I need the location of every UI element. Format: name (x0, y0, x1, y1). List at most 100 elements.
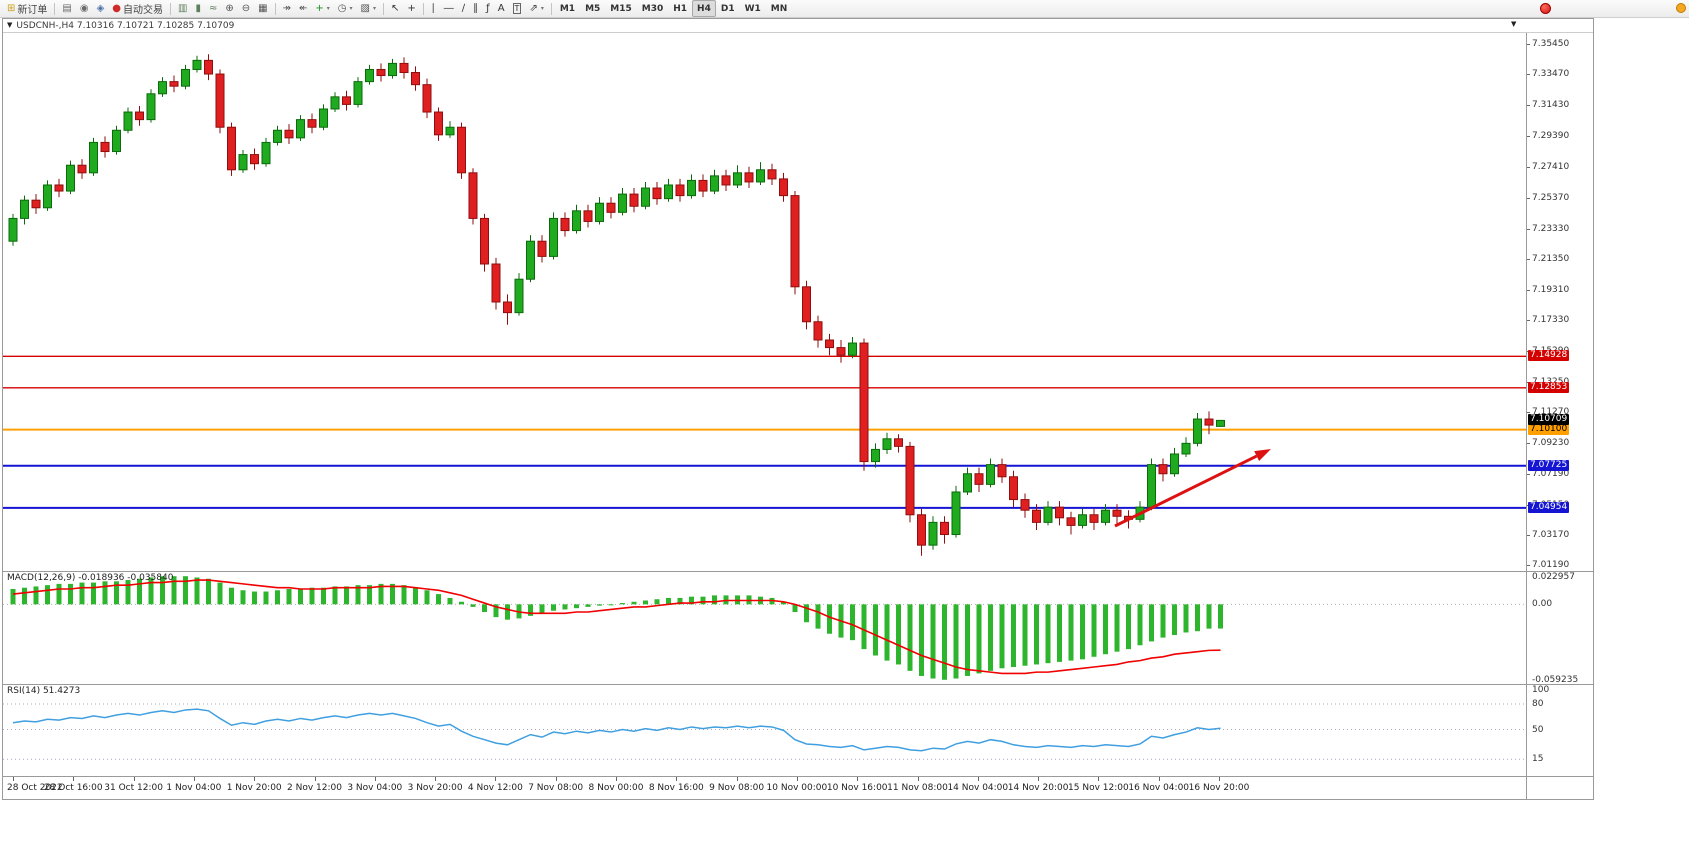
macd-bar (286, 588, 292, 605)
zoom-out-icon[interactable]: ⊖ (238, 0, 254, 17)
timeframe-h1-label: H1 (673, 3, 688, 14)
tile-windows-icon[interactable]: ▦ (254, 0, 271, 17)
chart-window: ▼ USDCNH-,H4 7.10316 7.10721 7.10285 7.1… (2, 18, 1594, 800)
alert-icon[interactable] (1676, 3, 1686, 13)
time-tick-label: 4 Nov 12:00 (467, 783, 523, 793)
macd-bar (1045, 604, 1051, 664)
candle-body (1216, 419, 1225, 427)
toolbar-items: ⊞ 新订单 ▤ ◉ ◈ ● 自动交易 ▥ ▮ ≈ ⊕ ⊖ ▦ ↠ ↞ + ▾ ◷ ▾ ▧ ▾ ↖ + ∣ ― ∕ ∥ ƒ A T ⇗ ▾ M1 M… (3, 0, 792, 17)
candle-body (1066, 517, 1076, 526)
line-chart-icon[interactable]: ≈ (205, 0, 221, 17)
rsi-plot[interactable]: RSI(14) 51.4273 (3, 685, 1526, 776)
timeframe-m1[interactable]: M1 (555, 0, 580, 17)
price-tick-mark (1527, 197, 1530, 199)
time-axis[interactable]: 28 Oct 2022 28 Oct 16:00 31 Oct 12:00 1 Nov… (3, 777, 1593, 799)
notifications-icon[interactable] (1540, 3, 1551, 14)
candle-body (928, 521, 938, 546)
macd-bar (953, 604, 959, 679)
label-icon[interactable]: T (509, 0, 526, 17)
chart-shift-icon[interactable]: ↞ (295, 0, 311, 17)
macd-bar (447, 597, 453, 605)
candle-body (744, 172, 754, 183)
candle-body (1020, 499, 1030, 511)
macd-bar (344, 586, 349, 605)
macd-bar (1183, 604, 1189, 633)
price-chart-pane: 7.35450 7.33470 7.31430 7.29390 7.27410 7.253… (3, 33, 1593, 572)
candle-body (77, 164, 87, 174)
indicators-icon[interactable]: + ▾ (311, 0, 333, 17)
metaeditor-icon[interactable]: ▤ (58, 0, 75, 17)
market-icon[interactable]: ◈ (93, 0, 109, 17)
text-icon[interactable]: A (494, 0, 509, 17)
price-plot[interactable] (3, 33, 1526, 571)
trend-arrow-line[interactable] (1114, 454, 1258, 528)
macd-bar (528, 604, 533, 616)
macd-bar (804, 604, 809, 623)
time-tick-label: 16 Nov 04:00 (1128, 783, 1190, 793)
candle-body (227, 126, 236, 171)
candle-body (376, 68, 386, 77)
macd-bar (114, 581, 119, 605)
cursor-icon[interactable]: ↖ (387, 0, 403, 17)
timeframe-h1[interactable]: H1 (668, 0, 692, 17)
line-chart-icon-glyph: ≈ (208, 2, 218, 14)
time-tick-mark (133, 777, 135, 781)
time-tick-mark (796, 777, 798, 781)
macd-bar (183, 576, 188, 605)
macd-bar (33, 586, 39, 605)
candle-body (641, 187, 650, 207)
vertical-line-icon[interactable]: ∣ (427, 0, 440, 17)
trendline-icon[interactable]: ∕ (458, 0, 469, 17)
metaeditor-icon-glyph: ▤ (62, 2, 72, 14)
timeframe-h4[interactable]: H4 (692, 0, 716, 17)
fibonacci-icon[interactable]: ƒ (482, 0, 494, 17)
macd-bar (413, 587, 418, 605)
equidistant-channel-icon[interactable]: ∥ (469, 0, 482, 17)
candle-body (687, 179, 696, 197)
price-badge: 7.10709 (1528, 414, 1570, 426)
candle-body (66, 164, 75, 192)
candle-body (169, 81, 179, 87)
macd-bar (263, 591, 269, 605)
timeframe-w1[interactable]: W1 (740, 0, 766, 17)
timeframe-w1-label: W1 (744, 3, 761, 14)
autotrading-button[interactable]: ● 自动交易 (108, 0, 167, 17)
macd-chart (3, 576, 1526, 680)
new-order-button[interactable]: ⊞ 新订单 (3, 0, 51, 17)
horizontal-line-icon[interactable]: ― (440, 0, 458, 17)
price-tick-label: 7.23330 (1532, 223, 1570, 234)
candlestick-chart-icon[interactable]: ▮ (191, 0, 205, 17)
trend-arrow-head[interactable] (1254, 449, 1271, 462)
symbol-dropdown-icon[interactable]: ▼ (7, 21, 13, 29)
templates-icon[interactable]: ▧ ▾ (357, 0, 380, 17)
timeframe-d1[interactable]: D1 (716, 0, 740, 17)
macd-bar (229, 587, 234, 605)
crosshair-icon[interactable]: + (403, 0, 419, 17)
candle-body (1112, 509, 1122, 517)
macd-bar (1022, 604, 1028, 666)
timeframe-m30[interactable]: M30 (637, 0, 668, 17)
candle-body (491, 263, 501, 303)
macd-pane: MACD(12,26,9) -0.018936 -0.035840 0.0229… (3, 572, 1593, 685)
macd-bar (861, 604, 867, 650)
timeframe-m5[interactable]: M5 (580, 0, 605, 17)
macd-bar (206, 578, 211, 605)
bar-chart-icon[interactable]: ▥ (174, 0, 191, 17)
toolbar: ⊞ 新订单 ▤ ◉ ◈ ● 自动交易 ▥ ▮ ≈ ⊕ ⊖ ▦ ↠ ↞ + ▾ ◷ ▾ ▧ ▾ ↖ + ∣ ― ∕ ∥ ƒ A T ⇗ ▾ M1 M… (0, 0, 1689, 18)
arrows-icon[interactable]: ⇗ ▾ (525, 0, 547, 17)
market-icon-glyph: ◈ (96, 2, 105, 14)
macd-tick-label: -0.059235 (1532, 675, 1579, 686)
macd-bar (194, 577, 200, 605)
timeframe-mn[interactable]: MN (766, 0, 793, 17)
auto-scroll-icon[interactable]: ↠ (279, 0, 295, 17)
zoom-in-icon[interactable]: ⊕ (221, 0, 237, 17)
timeframe-m15[interactable]: M15 (605, 0, 636, 17)
periods-icon[interactable]: ◷ ▾ (334, 0, 357, 17)
candle-body (905, 445, 915, 516)
chart-menu-icon[interactable]: ▼ (1511, 20, 1517, 28)
macd-plot[interactable]: MACD(12,26,9) -0.018936 -0.035840 (3, 572, 1526, 684)
signals-icon[interactable]: ◉ (76, 0, 93, 17)
price-axis[interactable]: 7.35450 7.33470 7.31430 7.29390 7.27410 7.253… (1526, 33, 1592, 571)
periods-icon-glyph: ◷ (337, 2, 347, 14)
macd-bar (252, 591, 257, 605)
